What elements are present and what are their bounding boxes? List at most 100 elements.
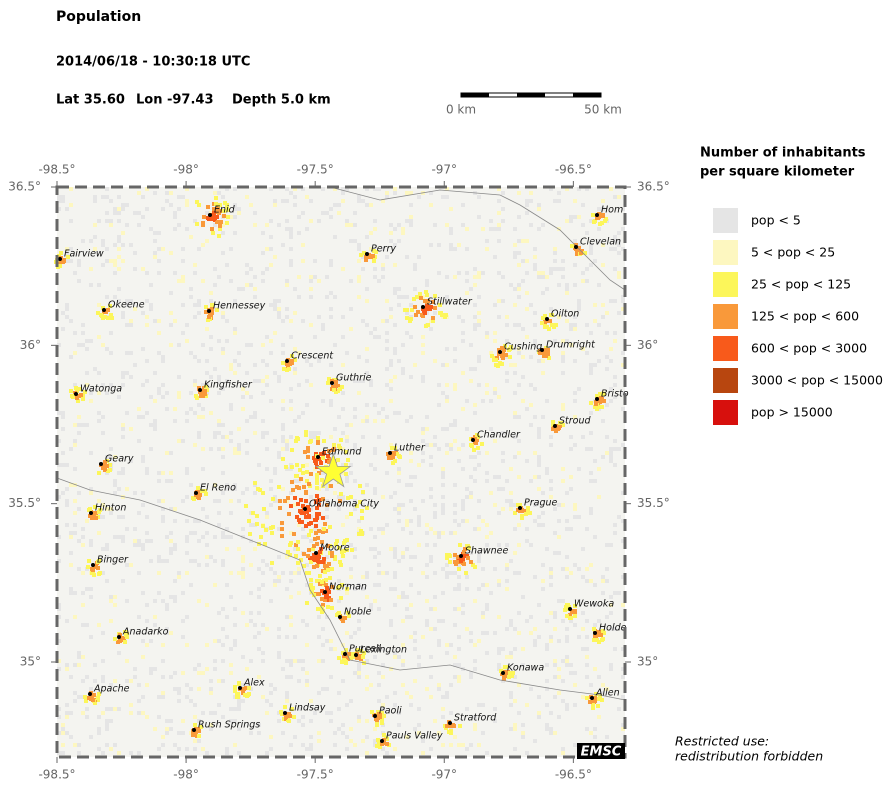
density-cell [113,211,117,215]
density-cell [441,495,445,499]
density-cell [305,601,309,605]
density-cell [393,263,397,267]
density-cell [589,579,593,583]
density-cell [293,203,297,207]
density-cell [269,503,273,507]
density-cell [341,499,345,503]
density-cell [330,554,334,558]
density-cell [621,307,625,311]
density-cell [517,251,521,255]
density-cell [106,469,110,473]
density-cell [583,251,587,255]
density-cell [545,399,549,403]
density-cell [73,743,77,747]
density-cell [177,571,181,575]
density-cell [373,219,377,223]
density-cell [213,667,217,671]
density-cell [341,463,345,467]
density-cell [469,443,473,447]
density-cell [621,723,625,727]
density-cell [605,579,609,583]
density-cell [312,544,316,548]
density-cell [464,571,468,575]
density-cell [413,727,417,731]
density-cell [469,560,473,564]
density-cell [217,639,221,643]
density-cell [473,467,477,471]
density-cell [337,203,341,207]
density-cell [417,591,421,595]
density-cell [169,191,173,195]
density-cell [93,679,97,683]
density-cell [485,583,489,587]
density-cell [595,216,599,220]
density-cell [465,399,469,403]
density-cell [473,599,477,603]
density-cell [94,516,98,520]
density-cell [553,615,557,619]
density-cell [241,699,245,703]
density-cell [169,727,173,731]
density-cell [321,659,325,663]
density-cell [593,363,597,367]
density-cell [85,423,89,427]
density-cell [477,587,481,591]
density-cell [509,491,513,495]
density-cell [305,403,309,407]
density-cell [445,443,449,447]
density-cell [312,593,316,597]
density-cell [357,391,361,395]
density-cell [581,547,585,551]
density-cell [86,565,90,569]
density-cell [221,231,225,235]
density-cell [177,279,181,283]
density-cell [381,263,385,267]
density-cell [477,463,481,467]
density-cell [565,639,569,643]
density-cell [290,448,294,452]
density-cell [445,223,449,227]
density-cell [285,443,289,447]
density-cell [573,391,577,395]
density-cell [181,279,185,283]
density-cell [462,550,466,554]
density-cell [529,303,533,307]
density-cell [225,187,229,191]
density-cell [185,471,189,475]
density-cell [288,553,292,557]
density-cell [301,464,305,468]
density-cell [565,703,569,707]
density-cell [355,504,359,508]
density-cell [83,390,87,394]
density-cell [121,535,125,539]
density-cell [433,595,437,599]
density-cell [229,671,233,675]
density-cell [361,379,365,383]
density-cell [453,560,457,564]
density-cell [533,475,537,479]
density-cell [453,519,457,523]
density-cell [437,403,441,407]
density-cell [317,279,321,283]
density-cell [517,571,521,575]
density-cell [244,504,248,508]
density-cell [289,399,293,403]
density-cell [217,431,221,435]
city-dot [99,462,103,466]
density-cell [380,742,384,746]
density-cell [433,531,437,535]
density-cell [125,635,129,639]
density-cell [589,243,593,247]
density-cell [345,475,349,479]
density-cell [197,739,201,743]
density-cell [413,475,417,479]
legend-label: 3000 < pop < 15000 [751,373,883,388]
density-cell [585,267,589,271]
density-cell [507,675,511,679]
density-cell [339,596,343,600]
density-cell [513,391,517,395]
density-cell [277,485,281,489]
density-cell [389,307,393,311]
density-cell [65,667,69,671]
density-cell [553,251,557,255]
